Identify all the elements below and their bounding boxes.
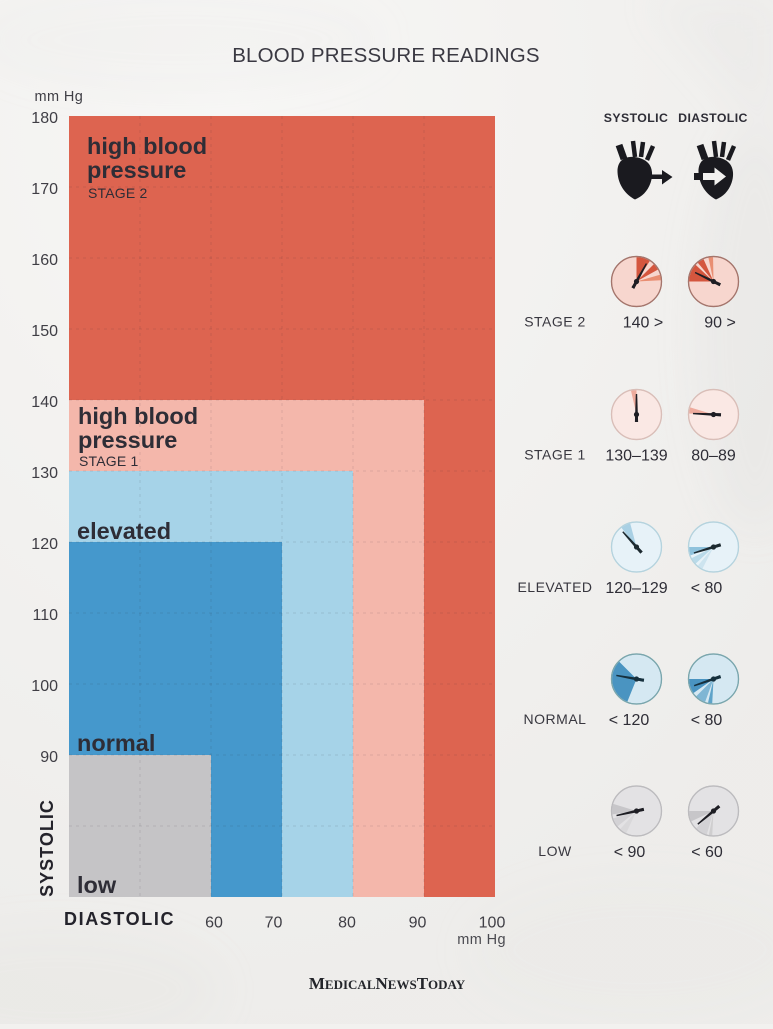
- svg-text:elevated: elevated: [77, 518, 171, 544]
- svg-text:100: 100: [31, 678, 58, 695]
- svg-text:MEDICALNEWSTODAY: MEDICALNEWSTODAY: [309, 974, 466, 993]
- svg-text:pressure: pressure: [87, 157, 186, 183]
- svg-text:pressure: pressure: [78, 427, 177, 453]
- svg-text:130–139: 130–139: [605, 448, 667, 465]
- svg-text:BLOOD PRESSURE READINGS: BLOOD PRESSURE READINGS: [232, 44, 540, 67]
- svg-text:170: 170: [31, 181, 58, 198]
- svg-text:160: 160: [31, 252, 58, 269]
- svg-text:130: 130: [31, 465, 58, 482]
- svg-text:DIASTOLIC: DIASTOLIC: [64, 909, 175, 929]
- svg-text:< 90: < 90: [614, 844, 646, 861]
- svg-text:150: 150: [31, 323, 58, 340]
- svg-text:120–129: 120–129: [605, 580, 667, 597]
- svg-text:90 >: 90 >: [704, 315, 736, 332]
- svg-text:STAGE 1: STAGE 1: [79, 453, 139, 469]
- svg-text:STAGE 1: STAGE 1: [524, 447, 586, 463]
- svg-text:high blood: high blood: [78, 403, 198, 429]
- svg-text:180: 180: [31, 110, 58, 127]
- svg-text:LOW: LOW: [538, 843, 572, 859]
- svg-text:110: 110: [32, 607, 58, 624]
- svg-text:60: 60: [205, 915, 223, 932]
- svg-text:STAGE 2: STAGE 2: [88, 185, 148, 201]
- svg-text:< 60: < 60: [691, 844, 723, 861]
- svg-text:ELEVATED: ELEVATED: [517, 579, 592, 595]
- svg-text:90: 90: [40, 749, 58, 766]
- svg-text:low: low: [77, 872, 117, 898]
- svg-text:normal: normal: [77, 730, 155, 756]
- svg-text:< 80: < 80: [691, 712, 723, 729]
- svg-text:< 80: < 80: [691, 580, 723, 597]
- svg-text:140: 140: [31, 394, 58, 411]
- svg-text:140 >: 140 >: [623, 315, 663, 332]
- svg-text:90: 90: [409, 915, 427, 932]
- svg-text:100: 100: [479, 915, 506, 932]
- svg-text:80–89: 80–89: [691, 448, 736, 465]
- svg-text:120: 120: [31, 536, 58, 553]
- svg-text:SYSTOLIC: SYSTOLIC: [37, 799, 57, 897]
- svg-text:mm Hg: mm Hg: [35, 89, 84, 105]
- svg-text:NORMAL: NORMAL: [524, 711, 587, 727]
- svg-text:high blood: high blood: [87, 133, 207, 159]
- svg-text:70: 70: [265, 915, 283, 932]
- svg-text:< 120: < 120: [609, 712, 650, 729]
- svg-text:80: 80: [338, 915, 356, 932]
- svg-text:SYSTOLIC: SYSTOLIC: [604, 111, 668, 125]
- svg-text:STAGE 2: STAGE 2: [524, 314, 586, 330]
- svg-text:mm Hg: mm Hg: [457, 932, 506, 948]
- svg-text:DIASTOLIC: DIASTOLIC: [678, 111, 748, 125]
